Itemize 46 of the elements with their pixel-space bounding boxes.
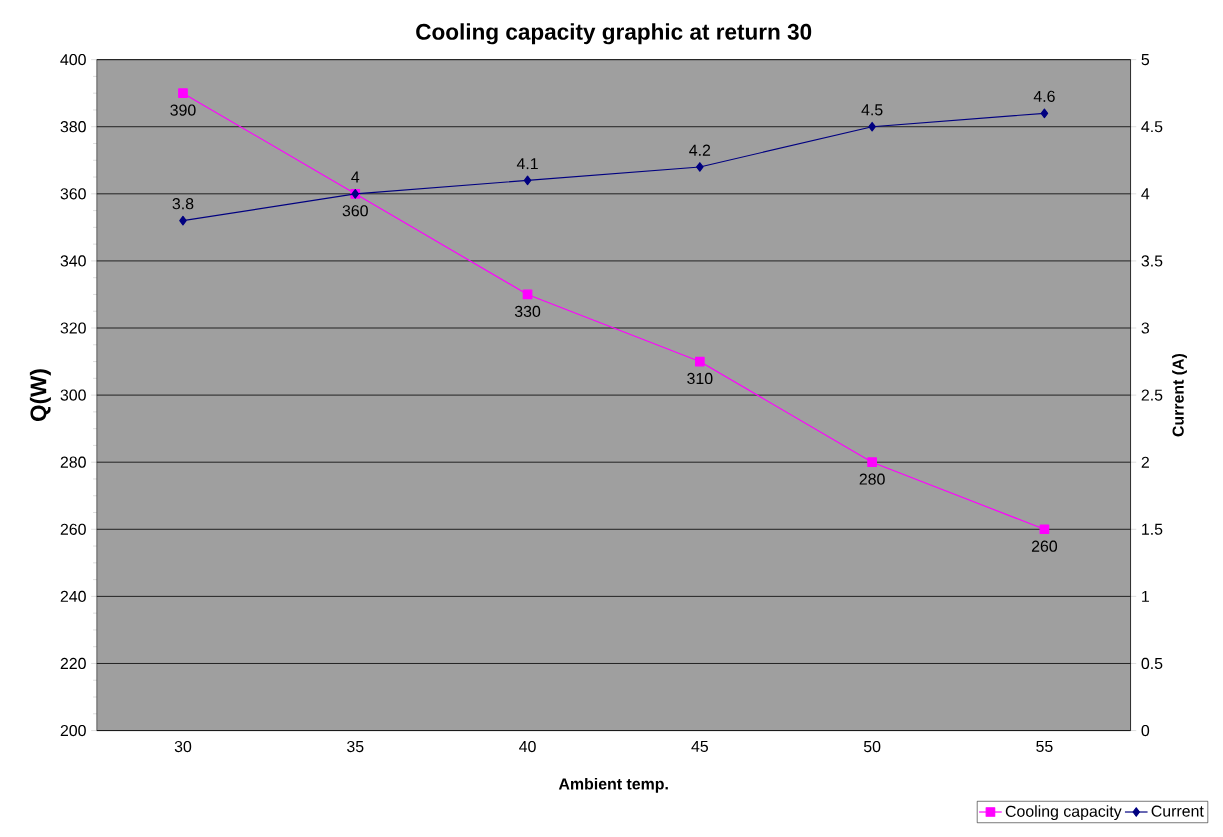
x-tick-label: 55 <box>1036 740 1053 753</box>
data-label: 3.8 <box>172 198 194 210</box>
y-tick-label: 280 <box>60 456 86 468</box>
legend-label: Current <box>1151 805 1204 817</box>
x-axis-title: Ambient temp. <box>558 777 668 793</box>
y2-tick-label: 3.5 <box>1141 255 1163 267</box>
y2-tick-label: 3 <box>1141 322 1150 334</box>
y2-tick-label: 4 <box>1141 188 1150 200</box>
y2-tick-label: 0 <box>1141 724 1150 737</box>
chart-title: Cooling capacity graphic at return 30 <box>416 23 812 45</box>
y2-tick-label: 2.5 <box>1141 389 1163 401</box>
data-label: 310 <box>687 372 713 385</box>
data-label: 390 <box>170 104 196 116</box>
y-tick-label: 260 <box>60 523 86 535</box>
y2-tick-label: 5 <box>1141 54 1150 66</box>
data-label: 330 <box>514 305 541 318</box>
data-label: 4.1 <box>516 158 538 170</box>
y2-tick-label: 4.5 <box>1141 121 1163 133</box>
y2-tick-label: 2 <box>1141 456 1149 468</box>
y-tick-label: 300 <box>60 389 86 401</box>
y-tick-label: 400 <box>60 54 86 66</box>
x-tick-label: 45 <box>691 740 708 753</box>
y-tick-label: 220 <box>60 657 86 670</box>
data-label: 4.2 <box>689 144 711 156</box>
y2-tick-label: 1.5 <box>1142 523 1163 535</box>
y-tick-label: 320 <box>60 322 86 334</box>
y-axis-title: Q(W) <box>29 369 51 422</box>
y-tick-label: 340 <box>60 255 86 267</box>
y-tick-label: 380 <box>60 121 86 133</box>
legend-label: Cooling capacity <box>1005 805 1122 821</box>
y2-tick-label: 1 <box>1142 590 1149 602</box>
x-tick-label: 50 <box>863 740 881 753</box>
data-label: 360 <box>342 205 368 217</box>
x-tick-label: 35 <box>347 740 364 753</box>
y2-axis-title: Current (A) <box>1172 353 1187 437</box>
y-tick-label: 240 <box>60 590 86 603</box>
data-label: 280 <box>859 473 885 485</box>
data-label: 4.6 <box>1033 90 1055 103</box>
x-tick-label: 40 <box>519 740 536 753</box>
y-tick-label: 200 <box>60 724 86 737</box>
data-label: 260 <box>1031 540 1058 552</box>
data-label: 4.5 <box>861 104 883 116</box>
data-label: 4 <box>351 171 360 183</box>
y-tick-label: 360 <box>60 188 86 200</box>
y2-tick-label: 0.5 <box>1141 657 1163 670</box>
x-tick-label: 30 <box>174 740 192 753</box>
